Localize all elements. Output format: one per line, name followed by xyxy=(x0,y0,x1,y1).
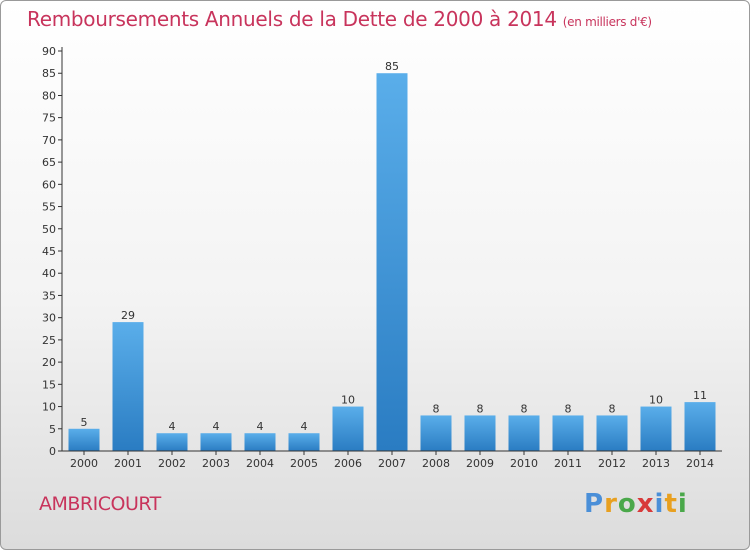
bar-value-label: 10 xyxy=(649,394,663,407)
bar-value-label: 85 xyxy=(385,60,399,73)
bar-2013 xyxy=(640,406,672,451)
chart-title: Remboursements Annuels de la Dette de 20… xyxy=(27,7,652,31)
y-tick-label: 10 xyxy=(42,401,56,414)
bar-value-label: 5 xyxy=(81,416,88,429)
chart-title-text: Remboursements Annuels de la Dette de 20… xyxy=(27,7,557,31)
bar-value-label: 11 xyxy=(693,389,707,402)
x-tick-label: 2006 xyxy=(334,457,362,470)
bar-value-label: 8 xyxy=(521,402,528,415)
y-tick-label: 70 xyxy=(42,134,56,147)
x-tick-label: 2003 xyxy=(202,457,230,470)
x-tick-label: 2013 xyxy=(642,457,670,470)
y-tick-label: 40 xyxy=(42,267,56,280)
proxiti-logo: Proxiti xyxy=(584,489,688,519)
bar-2005 xyxy=(288,433,320,451)
y-tick-label: 60 xyxy=(42,178,56,191)
bar-value-label: 29 xyxy=(121,309,135,322)
logo-letter: P xyxy=(584,489,605,519)
x-tick-label: 2005 xyxy=(290,457,318,470)
y-tick-label: 55 xyxy=(42,201,56,214)
bar-2014 xyxy=(684,402,716,451)
bars: 5 29 4 4 4 4 10 85 8 8 8 8 8 10 11 xyxy=(68,60,716,451)
bar-2003 xyxy=(200,433,232,451)
y-tick-label: 15 xyxy=(42,378,56,391)
logo-letter: i xyxy=(677,489,688,519)
x-tick-label: 2011 xyxy=(554,457,582,470)
x-tick-label: 2009 xyxy=(466,457,494,470)
y-tick-label: 45 xyxy=(42,245,56,258)
logo-letter: o xyxy=(617,489,637,519)
logo-letter: t xyxy=(664,489,678,519)
y-tick-label: 80 xyxy=(42,89,56,102)
bar-value-label: 4 xyxy=(169,420,176,433)
logo-letter: i xyxy=(654,489,665,519)
bar-2011 xyxy=(552,415,584,451)
logo-letter: x xyxy=(636,489,655,519)
bar-2001 xyxy=(112,322,144,451)
bar-value-label: 8 xyxy=(477,402,484,415)
bar-2000 xyxy=(68,428,100,451)
y-tick-label: 90 xyxy=(42,45,56,58)
bar-value-label: 4 xyxy=(257,420,264,433)
y-tick-label: 25 xyxy=(42,334,56,347)
y-tick-label: 50 xyxy=(42,223,56,236)
y-tick-label: 75 xyxy=(42,112,56,125)
x-tick-label: 2010 xyxy=(510,457,538,470)
logo-letter: r xyxy=(604,489,618,519)
bar-2012 xyxy=(596,415,628,451)
bar-value-label: 8 xyxy=(433,402,440,415)
y-tick-label: 85 xyxy=(42,67,56,80)
bar-2004 xyxy=(244,433,276,451)
x-tick-label: 2000 xyxy=(70,457,98,470)
x-axis: 2000 2001 2002 2003 2004 2005 2006 2007 2008 2009… xyxy=(62,450,722,470)
x-tick-label: 2014 xyxy=(686,457,714,470)
bar-value-label: 8 xyxy=(609,402,616,415)
x-tick-label: 2007 xyxy=(378,457,406,470)
bar-2009 xyxy=(464,415,496,451)
x-tick-label: 2008 xyxy=(422,457,450,470)
chart-unit: (en milliers d'€) xyxy=(562,15,652,29)
y-tick-label: 35 xyxy=(42,289,56,302)
x-tick-label: 2002 xyxy=(158,457,186,470)
x-tick-label: 2001 xyxy=(114,457,142,470)
bar-value-label: 10 xyxy=(341,394,355,407)
y-axis: 0 5 10 15 20 25 30 35 40 45 50 55 60 65 70 75 80 85 90 xyxy=(42,45,63,458)
y-tick-label: 30 xyxy=(42,312,56,325)
bar-2008 xyxy=(420,415,452,451)
y-tick-label: 5 xyxy=(49,423,56,436)
x-tick-label: 2012 xyxy=(598,457,626,470)
bar-2010 xyxy=(508,415,540,451)
y-tick-label: 0 xyxy=(49,445,56,458)
bar-2006 xyxy=(332,406,364,451)
y-tick-label: 20 xyxy=(42,356,56,369)
bar-2007 xyxy=(376,73,408,451)
y-tick-label: 65 xyxy=(42,156,56,169)
bar-value-label: 4 xyxy=(213,420,220,433)
bar-value-label: 4 xyxy=(301,420,308,433)
x-tick-label: 2004 xyxy=(246,457,274,470)
commune-name: AMBRICOURT xyxy=(39,493,161,515)
bar-value-label: 8 xyxy=(565,402,572,415)
bar-2002 xyxy=(156,433,188,451)
